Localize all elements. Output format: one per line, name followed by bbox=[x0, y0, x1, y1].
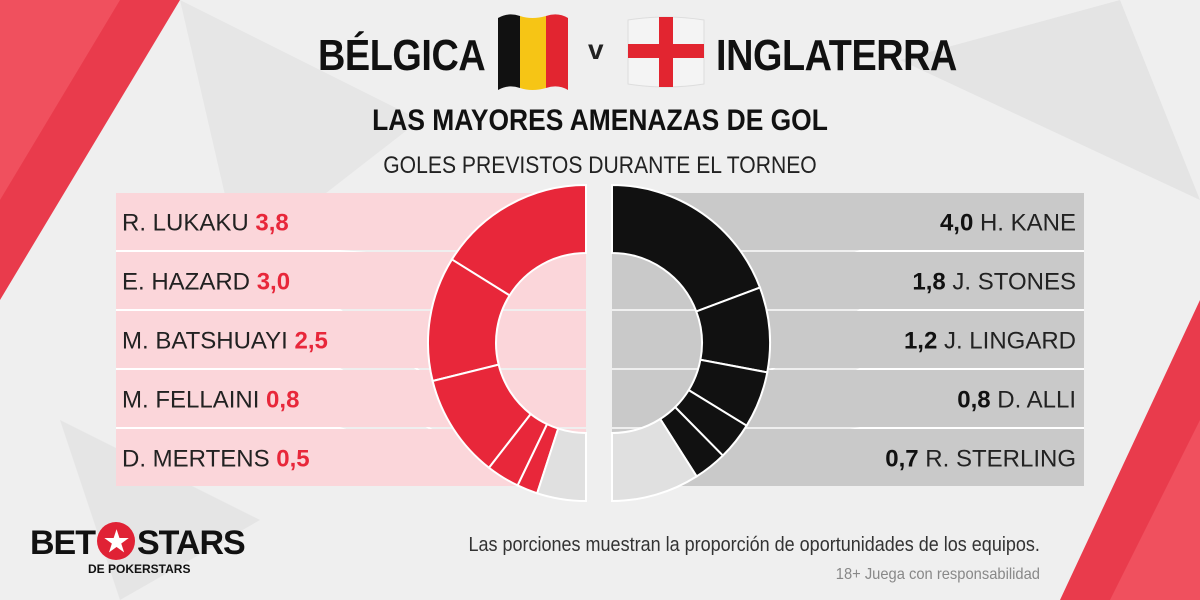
belgium-flag-icon bbox=[498, 14, 568, 90]
england-flag-icon bbox=[627, 16, 705, 88]
player-value: 0,8 bbox=[957, 387, 997, 414]
team-left-name: BÉLGICA bbox=[318, 31, 486, 80]
player-value: 0,5 bbox=[276, 446, 309, 473]
player-label: 0,8 D. ALLI bbox=[957, 387, 1076, 414]
donut-remainder-slice bbox=[535, 427, 587, 503]
corner-stripe-top-left-inner bbox=[0, 0, 120, 200]
player-name: M. BATSHUAYI bbox=[122, 328, 294, 355]
chart-caption: GOLES PREVISTOS DURANTE EL TORNEO bbox=[383, 152, 817, 179]
player-value: 3,8 bbox=[255, 210, 288, 237]
legend-row-right bbox=[612, 311, 1084, 368]
player-label: R. LUKAKU 3,8 bbox=[122, 210, 289, 237]
player-name: R. LUKAKU bbox=[122, 210, 255, 237]
player-label: 1,2 J. LINGARD bbox=[904, 328, 1076, 355]
donut-slice bbox=[611, 183, 762, 313]
player-label: M. BATSHUAYI 2,5 bbox=[122, 328, 328, 355]
player-name: J. LINGARD bbox=[944, 328, 1076, 355]
chart-footnote: Las porciones muestran la proporción de … bbox=[468, 534, 1040, 556]
logo-subtitle: DE POKERSTARS bbox=[88, 562, 191, 576]
player-name: E. HAZARD bbox=[122, 269, 257, 296]
player-label: 4,0 H. KANE bbox=[940, 210, 1076, 237]
logo-word-stars: STARS bbox=[137, 524, 246, 562]
player-value: 3,0 bbox=[257, 269, 290, 296]
player-label: M. FELLAINI 0,8 bbox=[122, 387, 299, 414]
player-value: 0,8 bbox=[266, 387, 299, 414]
player-value: 0,7 bbox=[885, 446, 925, 473]
donut-remainder-slice bbox=[611, 417, 699, 503]
player-label: 1,8 J. STONES bbox=[912, 269, 1076, 296]
team-right-name: INGLATERRA bbox=[716, 31, 957, 80]
bg-facet bbox=[900, 0, 1200, 200]
versus-label: v bbox=[588, 34, 604, 65]
logo-star-icon: ★ bbox=[97, 522, 135, 560]
player-value: 4,0 bbox=[940, 210, 980, 237]
responsible-gambling-note: 18+ Juega con responsabilidad bbox=[835, 566, 1040, 583]
logo-star-glyph: ★ bbox=[103, 526, 129, 557]
corner-stripe-bottom-right-inner bbox=[1110, 420, 1200, 600]
player-name: M. FELLAINI bbox=[122, 387, 266, 414]
player-name: H. KANE bbox=[980, 210, 1076, 237]
betstars-logo: BET ★ STARS DE POKERSTARS bbox=[30, 522, 246, 582]
player-value: 1,8 bbox=[912, 269, 952, 296]
player-label: 0,7 R. STERLING bbox=[885, 446, 1076, 473]
player-name: D. MERTENS bbox=[122, 446, 276, 473]
player-value: 1,2 bbox=[904, 328, 944, 355]
logo-word-bet: BET bbox=[30, 524, 96, 562]
player-name: R. STERLING bbox=[925, 446, 1076, 473]
player-label: D. MERTENS 0,5 bbox=[122, 446, 310, 473]
player-label: E. HAZARD 3,0 bbox=[122, 269, 290, 296]
player-name: J. STONES bbox=[952, 269, 1076, 296]
player-name: D. ALLI bbox=[997, 387, 1076, 414]
chart-subtitle: LAS MAYORES AMENAZAS DE GOL bbox=[372, 104, 828, 137]
legend-row-left bbox=[116, 311, 586, 368]
player-value: 2,5 bbox=[294, 328, 327, 355]
